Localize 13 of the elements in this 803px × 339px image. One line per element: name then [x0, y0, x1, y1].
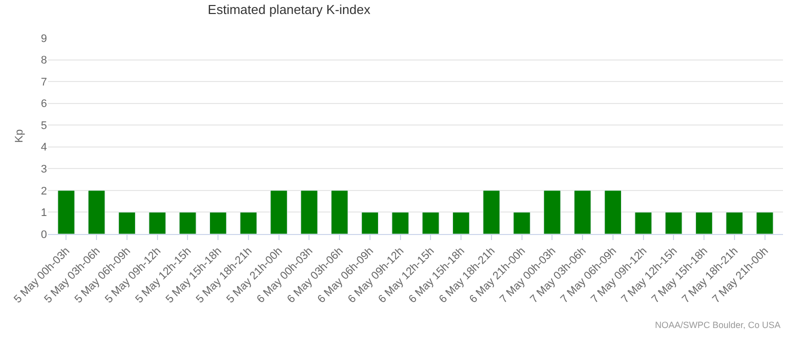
y-tick-label: 0 — [40, 228, 47, 241]
y-tick-label: 8 — [40, 54, 47, 67]
y-tick-label: 4 — [40, 142, 47, 154]
y-tick-label: 6 — [40, 98, 47, 110]
y-tick-label: 1 — [40, 207, 47, 220]
y-tick-label: 3 — [40, 164, 47, 176]
y-axis-title: Kp — [14, 129, 26, 143]
y-tick-label: 2 — [40, 185, 47, 198]
y-tick-label: 5 — [40, 120, 47, 132]
text: NOAA/SWPC Boulder, Co USA — [655, 320, 781, 330]
y-tick-label: 7 — [40, 76, 47, 88]
y-tick-label: 9 — [40, 32, 47, 45]
chart-title: Estimated planetary K-index — [208, 2, 371, 18]
